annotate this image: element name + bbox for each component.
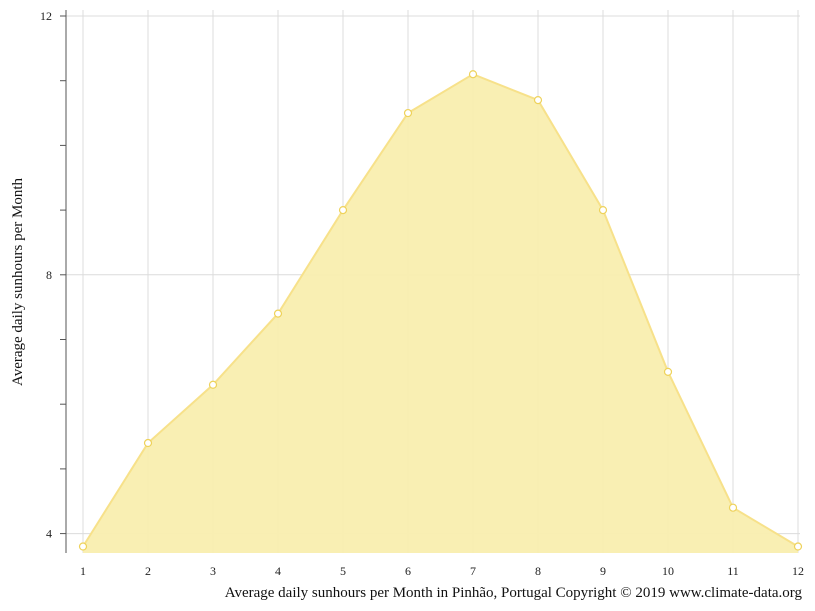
- data-point-12: [793, 542, 803, 551]
- data-point-10: [663, 367, 673, 376]
- data-point-3: [208, 380, 218, 389]
- data-point-7: [468, 70, 478, 79]
- data-point-11: [728, 503, 738, 512]
- x-tick-label-7: 7: [470, 564, 476, 578]
- x-tick-label-3: 3: [210, 564, 216, 578]
- data-point-5: [338, 205, 348, 215]
- x-tick-label-11: 11: [727, 564, 739, 578]
- y-tick-label-4: 4: [46, 527, 52, 541]
- x-tick-label-5: 5: [340, 564, 346, 578]
- data-points: [78, 70, 803, 551]
- x-tick-label-6: 6: [405, 564, 411, 578]
- data-point-6: [403, 108, 413, 118]
- data-point-2: [143, 438, 153, 448]
- y-tick-label-12: 12: [40, 9, 52, 23]
- y-axis-title: Average daily sunhours per Month: [10, 178, 26, 387]
- chart-caption: Average daily sunhours per Month in Pinh…: [225, 585, 803, 601]
- y-axis: 4 8 12: [40, 9, 67, 553]
- x-tick-label-12: 12: [792, 564, 804, 578]
- x-tick-label-10: 10: [662, 564, 674, 578]
- x-tick-label-9: 9: [600, 564, 606, 578]
- data-point-4: [273, 309, 283, 318]
- x-axis: 1 2 3 4 5 6 7 8 9 10 11 12: [80, 564, 804, 578]
- x-tick-label-2: 2: [145, 564, 151, 578]
- x-tick-label-4: 4: [275, 564, 281, 578]
- x-tick-label-8: 8: [535, 564, 541, 578]
- data-point-9: [598, 205, 608, 215]
- sunhours-area: [83, 74, 798, 553]
- data-point-1: [78, 542, 88, 551]
- x-tick-label-1: 1: [80, 564, 86, 578]
- y-tick-label-8: 8: [46, 268, 52, 282]
- sunhours-line: [82, 73, 799, 548]
- data-point-8: [533, 96, 543, 105]
